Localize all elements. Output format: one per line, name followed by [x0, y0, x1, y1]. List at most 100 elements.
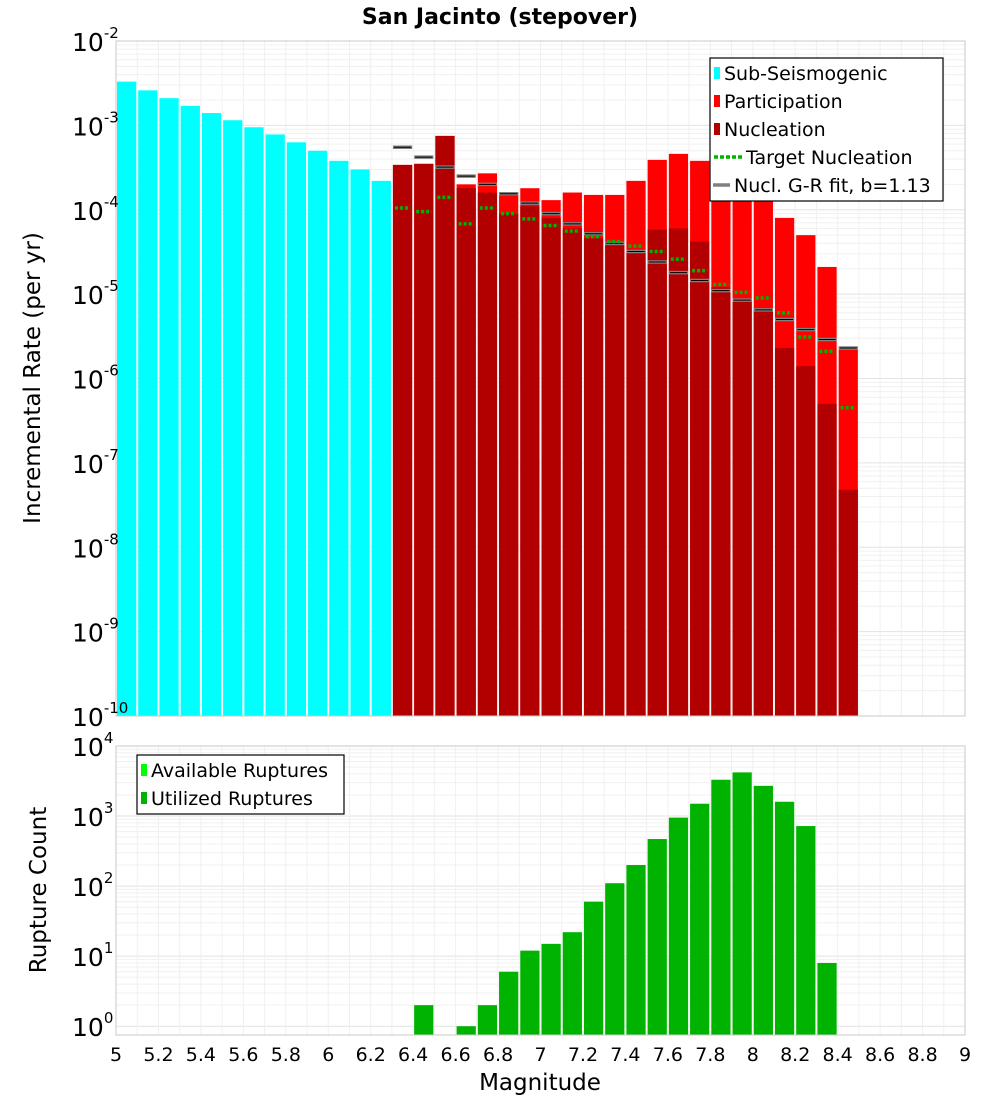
utilized-ruptures-bar [414, 1005, 434, 1035]
nucleation-bar [647, 229, 667, 717]
utilized-ruptures-bar [817, 962, 837, 1035]
top-y-tick-label: 10-3 [72, 108, 119, 141]
x-tick-label: 8.6 [865, 1044, 895, 1066]
x-tick-label: 6 [322, 1044, 334, 1066]
legend-swatch-available-ruptures [141, 764, 147, 776]
legend-label-available-ruptures: Available Ruptures [151, 760, 328, 782]
sub-seismogenic-bar [265, 134, 285, 717]
nucleation-bar [477, 192, 498, 717]
x-tick-label: 7.2 [568, 1044, 598, 1066]
legend-label-utilized-ruptures: Utilized Ruptures [151, 788, 313, 810]
top-y-tick-label: 10-8 [72, 530, 119, 563]
nucleation-bar [562, 228, 582, 716]
sub-seismogenic-bar [117, 81, 137, 717]
utilized-ruptures-bar [499, 971, 519, 1035]
utilized-ruptures-bar [541, 943, 561, 1035]
top-legend: Sub-Seismogenic Participation Nucleation… [709, 57, 944, 202]
nucleation-bar [605, 245, 625, 717]
top-y-tick-label: 10-9 [72, 615, 119, 648]
bottom-y-axis-label: Rupture Count [26, 807, 52, 973]
x-tick-label: 5.4 [186, 1044, 216, 1066]
sub-seismogenic-bar [159, 98, 179, 716]
nucleation-bar [838, 489, 858, 716]
utilized-ruptures-bar [774, 801, 795, 1035]
legend-label-sub-seismogenic: Sub-Seismogenic [724, 63, 888, 85]
bottom-legend: Available Ruptures Utilized Ruptures [136, 754, 345, 815]
legend-swatch-sub-seismogenic [714, 67, 720, 79]
x-axis-label: Magnitude [479, 1070, 601, 1096]
nucleation-bar [435, 135, 455, 717]
legend-swatch-participation [714, 95, 720, 107]
sub-seismogenic-bar [244, 127, 264, 716]
top-y-tick-label: 10-5 [72, 277, 119, 310]
x-tick-label: 5 [110, 1044, 122, 1066]
bottom-y-tick-label: 104 [72, 729, 113, 762]
x-tick-label: 7.8 [695, 1044, 725, 1066]
x-tick-label: 6.8 [483, 1044, 513, 1066]
utilized-ruptures-bar [647, 839, 667, 1035]
nucleation-bar [583, 238, 604, 716]
sub-seismogenic-bar [350, 169, 370, 716]
top-plot-frame [115, 40, 966, 717]
nucleation-bar [711, 287, 731, 716]
utilized-ruptures-bar [626, 865, 646, 1035]
top-legend-box [709, 57, 944, 202]
bottom-y-tick-label: 100 [72, 1009, 113, 1042]
chart-title: San Jacinto (stepover) [362, 5, 638, 30]
top-y-ticks: 10-10 10-9 10-8 10-7 10-6 10-5 10-4 10-3 10-2 [72, 24, 128, 732]
nucleation-bar [541, 217, 561, 716]
utilized-ruptures-bar [477, 1005, 498, 1035]
utilized-ruptures-bar [732, 772, 752, 1035]
x-tick-label: 6.6 [440, 1044, 470, 1066]
top-panel: 10-10 10-9 10-8 10-7 10-6 10-5 10-4 10-3 10-2 In… [20, 24, 966, 732]
legend-label-target-nucleation: Target Nucleation [745, 147, 913, 169]
legend-swatch-utilized-ruptures [141, 792, 147, 804]
bottom-y-tick-label: 102 [72, 869, 113, 902]
nucleation-bar [732, 300, 752, 716]
nucleation-bar [392, 164, 413, 716]
top-y-tick-label: 10-2 [72, 24, 119, 57]
nucleation-bar [414, 163, 434, 717]
nucleation-bar [520, 206, 540, 716]
top-y-tick-label: 10-7 [72, 446, 119, 479]
utilized-ruptures-bar [520, 950, 540, 1035]
sub-seismogenic-bar [371, 180, 391, 716]
utilized-ruptures-bar [583, 901, 604, 1035]
x-tick-label: 5.8 [271, 1044, 301, 1066]
sub-seismogenic-bar [329, 160, 349, 717]
legend-label-nucleation: Nucleation [724, 119, 826, 141]
top-bars [117, 81, 858, 717]
legend-swatch-nucleation [714, 123, 720, 135]
x-tick-label: 8.4 [823, 1044, 853, 1066]
bottom-bars [414, 772, 837, 1035]
sub-seismogenic-bar [138, 90, 158, 716]
nucleation-bar [499, 213, 519, 717]
bottom-plot-frame [115, 745, 966, 1036]
top-y-axis-label: Incremental Rate (per yr) [20, 232, 46, 524]
legend-label-participation: Participation [724, 91, 843, 113]
nucleation-bar [626, 251, 646, 716]
bottom-y-tick-label: 103 [72, 799, 113, 832]
utilized-ruptures-bar [753, 785, 773, 1035]
x-tick-label: 7.6 [653, 1044, 683, 1066]
x-tick-label: 9 [959, 1044, 971, 1066]
bottom-legend-box [136, 754, 345, 815]
utilized-ruptures-bar [711, 779, 731, 1035]
nucleation-bar [668, 228, 689, 716]
utilized-ruptures-bar [456, 1026, 476, 1035]
top-lines [392, 145, 858, 410]
x-tick-label: 5.6 [228, 1044, 258, 1066]
top-y-tick-label: 10-6 [72, 362, 119, 395]
bottom-panel: 100 101 102 103 104 5 5.2 5.4 5.6 5.8 6 6.2 6.4 6.6 6… [26, 729, 971, 1096]
nucleation-bar [817, 403, 837, 716]
bottom-y-ticks: 100 101 102 103 104 [72, 729, 113, 1042]
x-tick-label: 8.8 [907, 1044, 937, 1066]
x-tick-label: 6.4 [398, 1044, 428, 1066]
top-y-tick-label: 10-4 [72, 193, 119, 226]
nucleation-bar [690, 241, 710, 717]
bottom-x-ticks: 5 5.2 5.4 5.6 5.8 6 6.2 6.4 6.6 6.8 7 7.2 7.4 7.6 7.8 8… [110, 1044, 971, 1066]
sub-seismogenic-bar [286, 142, 307, 716]
x-tick-label: 8.2 [780, 1044, 810, 1066]
utilized-ruptures-bar [605, 883, 625, 1035]
